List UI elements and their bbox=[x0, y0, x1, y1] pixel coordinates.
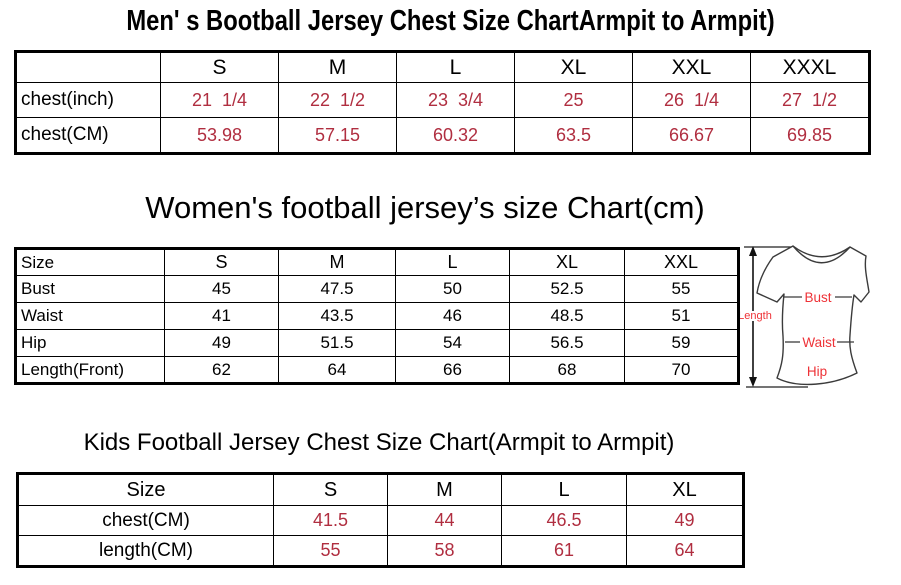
size-value: 61 bbox=[501, 535, 627, 567]
size-value: 51.5 bbox=[278, 329, 396, 357]
row-label: chest(inch) bbox=[15, 82, 161, 118]
women-size-table: Size S M L XL XXL Bust 45 47.5 50 52.5 5… bbox=[14, 247, 740, 385]
tshirt-measurement-diagram: Length Bust Waist Hip bbox=[740, 245, 870, 388]
table-header-row: Size S M L XL XXL bbox=[15, 248, 739, 276]
col-header: S bbox=[273, 473, 388, 506]
size-value: 50 bbox=[395, 275, 510, 303]
size-value: 57.15 bbox=[278, 117, 397, 154]
tshirt-outline-icon bbox=[756, 245, 870, 386]
size-value: 64 bbox=[278, 356, 396, 384]
hip-label: Hip bbox=[807, 364, 827, 379]
row-label: Length(Front) bbox=[15, 356, 165, 384]
table-row: chest(inch) 21 1/4 22 1/2 23 3/4 25 26 1… bbox=[15, 82, 870, 118]
row-label: Hip bbox=[15, 329, 165, 357]
col-header: XL bbox=[626, 473, 744, 506]
size-value: 58 bbox=[387, 535, 502, 567]
row-label: length(CM) bbox=[17, 535, 274, 567]
col-header: L bbox=[501, 473, 627, 506]
size-value: 41 bbox=[164, 302, 279, 330]
size-value: 47.5 bbox=[278, 275, 396, 303]
col-header: M bbox=[278, 248, 396, 276]
table-row: Bust 45 47.5 50 52.5 55 bbox=[15, 275, 739, 303]
table-row: chest(CM) 53.98 57.15 60.32 63.5 66.67 6… bbox=[15, 117, 870, 154]
size-value: 51 bbox=[624, 302, 739, 330]
table-row: chest(CM) 41.5 44 46.5 49 bbox=[17, 505, 744, 536]
length-arrow bbox=[749, 246, 757, 387]
col-header: XXL bbox=[632, 51, 751, 83]
size-value: 55 bbox=[624, 275, 739, 303]
size-value: 26 1/4 bbox=[632, 82, 751, 118]
length-label: Length bbox=[740, 310, 772, 322]
row-label: chest(CM) bbox=[17, 505, 274, 536]
col-header: XL bbox=[509, 248, 625, 276]
table-header-row: S M L XL XXL XXXL bbox=[15, 51, 870, 83]
women-chart-title: Women's football jersey’s size Chart(cm) bbox=[145, 190, 705, 225]
size-value: 54 bbox=[395, 329, 510, 357]
kids-size-table: Size S M L XL chest(CM) 41.5 44 46.5 49 … bbox=[16, 472, 745, 568]
col-header: S bbox=[164, 248, 279, 276]
size-value: 59 bbox=[624, 329, 739, 357]
measure-lines bbox=[784, 296, 854, 343]
size-value: 66.67 bbox=[632, 117, 751, 154]
size-value: 46.5 bbox=[501, 505, 627, 536]
size-value: 70 bbox=[624, 356, 739, 384]
col-header: L bbox=[396, 51, 515, 83]
size-value: 44 bbox=[387, 505, 502, 536]
size-value: 55 bbox=[273, 535, 388, 567]
size-value: 46 bbox=[395, 302, 510, 330]
row-label: Bust bbox=[15, 275, 165, 303]
size-value: 64 bbox=[626, 535, 744, 567]
size-value: 53.98 bbox=[160, 117, 279, 154]
table-row: length(CM) 55 58 61 64 bbox=[17, 535, 744, 567]
size-value: 66 bbox=[395, 356, 510, 384]
table-row: Waist 41 43.5 46 48.5 51 bbox=[15, 302, 739, 330]
size-value: 56.5 bbox=[509, 329, 625, 357]
size-value: 52.5 bbox=[509, 275, 625, 303]
col-header: Size bbox=[17, 473, 274, 506]
size-value: 49 bbox=[164, 329, 279, 357]
size-value: 60.32 bbox=[396, 117, 515, 154]
col-header: L bbox=[395, 248, 510, 276]
table-row: Hip 49 51.5 54 56.5 59 bbox=[15, 329, 739, 357]
size-value: 63.5 bbox=[514, 117, 633, 154]
col-header: XXL bbox=[624, 248, 739, 276]
size-value: 43.5 bbox=[278, 302, 396, 330]
size-value: 41.5 bbox=[273, 505, 388, 536]
size-value: 49 bbox=[626, 505, 744, 536]
col-header: Size bbox=[15, 248, 165, 276]
men-size-table: S M L XL XXL XXXL chest(inch) 21 1/4 22 … bbox=[14, 50, 871, 155]
corner-cell bbox=[15, 51, 161, 83]
row-label: Waist bbox=[15, 302, 165, 330]
bust-label: Bust bbox=[804, 290, 831, 305]
kids-chart-title: Kids Football Jersey Chest Size Chart(Ar… bbox=[83, 429, 675, 456]
men-chart-title: Men' s Bootball Jersey Chest Size ChartA… bbox=[126, 5, 775, 37]
size-value: 25 bbox=[514, 82, 633, 118]
size-value: 62 bbox=[164, 356, 279, 384]
size-value: 48.5 bbox=[509, 302, 625, 330]
col-header: XXXL bbox=[750, 51, 870, 83]
row-label: chest(CM) bbox=[15, 117, 161, 154]
size-value: 22 1/2 bbox=[278, 82, 397, 118]
waist-label: Waist bbox=[802, 335, 835, 350]
size-value: 45 bbox=[164, 275, 279, 303]
size-value: 68 bbox=[509, 356, 625, 384]
col-header: M bbox=[387, 473, 502, 506]
col-header: M bbox=[278, 51, 397, 83]
col-header: S bbox=[160, 51, 279, 83]
col-header: XL bbox=[514, 51, 633, 83]
size-value: 23 3/4 bbox=[396, 82, 515, 118]
table-row: Length(Front) 62 64 66 68 70 bbox=[15, 356, 739, 384]
size-value: 69.85 bbox=[750, 117, 870, 154]
size-value: 27 1/2 bbox=[750, 82, 870, 118]
size-value: 21 1/4 bbox=[160, 82, 279, 118]
table-header-row: Size S M L XL bbox=[17, 473, 744, 506]
